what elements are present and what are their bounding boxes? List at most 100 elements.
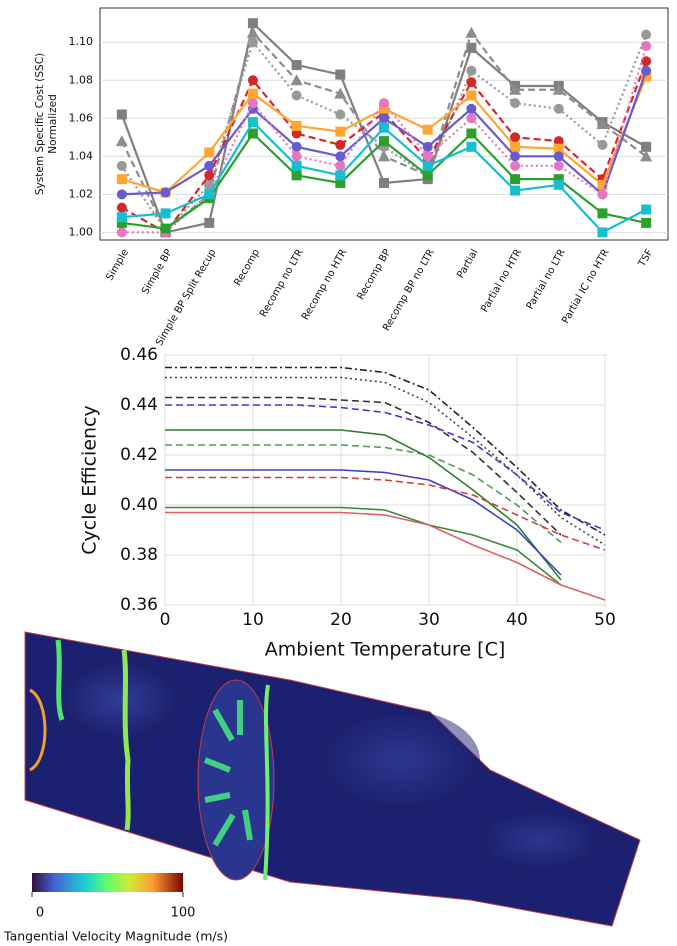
series-line (165, 366, 606, 536)
marker (422, 141, 433, 152)
marker (466, 90, 477, 101)
marker (291, 128, 302, 139)
flow-streak (29, 688, 47, 772)
marker (553, 179, 564, 190)
marker (290, 74, 303, 86)
marker (291, 160, 302, 171)
marker (291, 151, 302, 162)
x-tick-label: 20 (330, 610, 352, 630)
x-tick-label: TSF (636, 247, 655, 269)
marker (510, 174, 521, 185)
marker (334, 87, 347, 99)
marker (641, 41, 652, 52)
marker (247, 18, 258, 29)
marker (510, 132, 521, 143)
y-tick-label: 0.38 (120, 545, 158, 565)
series-line (165, 476, 606, 551)
series-line (165, 396, 562, 536)
marker (247, 117, 258, 128)
marker (160, 187, 171, 198)
marker (247, 88, 258, 99)
marker (335, 170, 346, 181)
marker (116, 189, 127, 200)
x-axis-label: Ambient Temperature [C] (265, 639, 506, 661)
y-tick-label: 1.08 (69, 73, 94, 86)
series-line (165, 376, 606, 546)
flow-region (480, 810, 600, 870)
marker (597, 179, 608, 190)
x-tick-label: Recomp (232, 248, 262, 288)
marker (379, 103, 389, 114)
marker (553, 151, 564, 162)
x-tick-label: Simple BP (140, 248, 175, 297)
y-tick-label: 0.46 (120, 345, 158, 365)
flow-region (60, 660, 180, 740)
x-tick-label: Partial (455, 248, 480, 281)
marker (466, 141, 477, 152)
marker (379, 136, 389, 147)
series-line (165, 429, 562, 581)
series-line (165, 511, 606, 601)
x-tick-label: Recomp BP (355, 248, 393, 302)
y-axis-label: Normalized (47, 94, 59, 154)
marker (116, 109, 127, 120)
x-tick-label: 40 (506, 610, 528, 630)
y-axis-label: Cycle Efficiency (79, 405, 101, 555)
y-axis-label: System Specific Cost (SSC) (34, 53, 46, 195)
marker (510, 185, 521, 196)
marker (335, 126, 346, 137)
marker (553, 143, 564, 154)
marker (422, 151, 433, 162)
marker (116, 217, 127, 228)
marker (641, 71, 652, 82)
marker (291, 90, 302, 101)
marker (160, 208, 171, 219)
marker (160, 223, 171, 234)
marker (335, 109, 346, 120)
y-tick-label: 1.02 (69, 187, 94, 200)
flow-streak (121, 649, 131, 831)
marker (466, 113, 477, 124)
colorbar-tick-label: 100 (171, 906, 196, 921)
marker (204, 179, 215, 190)
marker (291, 60, 302, 71)
x-tick-label: Recomp no HTR (300, 247, 349, 322)
marker (116, 212, 127, 223)
marker (641, 204, 652, 215)
duct-section (197, 679, 275, 881)
marker (335, 177, 346, 188)
marker (291, 120, 302, 131)
marker (552, 83, 565, 95)
y-tick-label: 0.40 (120, 495, 158, 515)
chart: 1.00 1.02 1.04 1.06 1.08 1.10 Simple Simple BP S… (34, 7, 669, 348)
marker (640, 150, 653, 162)
marker (422, 124, 433, 135)
marker (335, 151, 346, 162)
x-tick-label: Simple (104, 248, 131, 283)
marker (246, 26, 259, 38)
marker (641, 65, 652, 76)
marker (116, 227, 127, 238)
flow-region (320, 710, 480, 810)
marker (379, 122, 389, 133)
marker (247, 75, 258, 86)
marker (335, 139, 346, 150)
marker (204, 170, 215, 181)
y-tick-label: 1.10 (69, 35, 94, 48)
marker (115, 135, 128, 147)
x-tick-label: 30 (418, 610, 440, 630)
colorbar-tick-label: 0 (36, 906, 44, 921)
cfd-image: 0 100 Tangential Velocity Magnitude (m/s… (3, 631, 641, 944)
marker (597, 139, 608, 150)
x-tick-label: Recomp no LTR (258, 247, 306, 319)
marker (247, 37, 258, 48)
marker (641, 29, 652, 40)
marker (116, 174, 127, 185)
flow-streak (203, 700, 253, 847)
marker (510, 151, 521, 162)
series-line (165, 404, 606, 531)
x-tick-label: 50 (594, 610, 616, 630)
x-tick-label: 0 (160, 610, 171, 630)
marker (378, 150, 390, 162)
marker (510, 98, 521, 109)
